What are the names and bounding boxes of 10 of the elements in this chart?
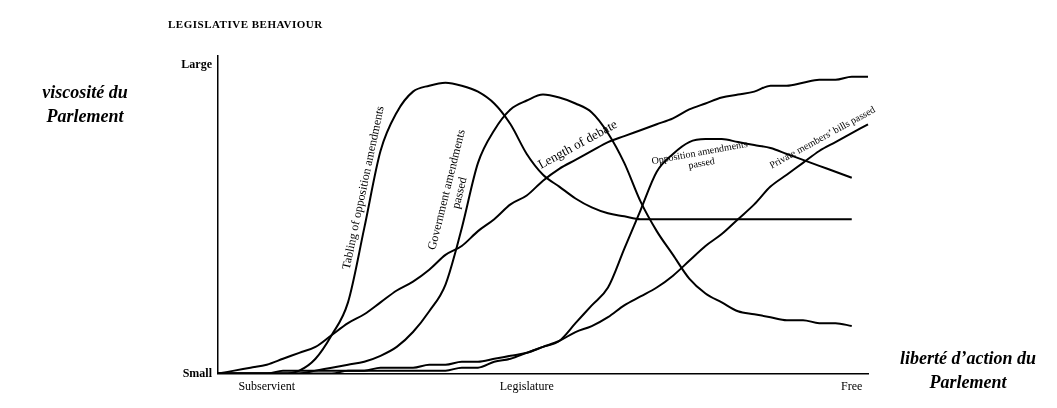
text: Large	[181, 57, 213, 71]
y-axis-title: viscosité du Parlement	[41, 81, 129, 128]
x-axis-title: liberté d’action du Parlement	[899, 347, 1037, 394]
x-tick-label: Legislature	[499, 378, 554, 393]
x-tick-label: Subservient	[238, 378, 296, 393]
chart-title: LEGISLATIVE BEHAVIOUR	[168, 18, 323, 30]
text: Tabling of opposition amendments	[338, 104, 387, 271]
text: Small	[182, 365, 213, 380]
x-tick-label: Free	[841, 378, 863, 393]
text: Opposition amendments passed	[650, 137, 749, 171]
